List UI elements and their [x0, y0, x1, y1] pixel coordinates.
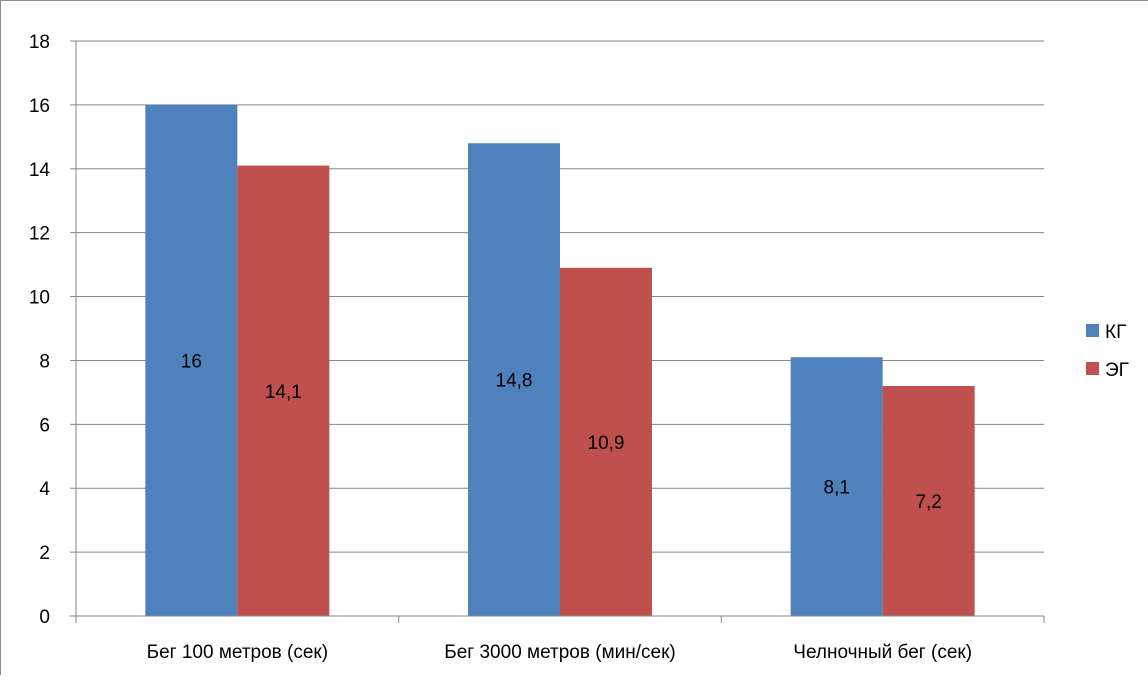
legend-label: ЭГ [1105, 360, 1129, 381]
y-tick-label: 4 [39, 479, 50, 500]
y-tick-label: 0 [39, 607, 50, 628]
y-tick-label: 8 [39, 351, 50, 372]
data-labels: 16 14,1 14,8 10,9 8,1 7,2 [181, 351, 942, 513]
data-label: 14,1 [265, 382, 302, 403]
data-label: 14,8 [496, 371, 533, 392]
y-tick-label: 18 [29, 32, 50, 53]
data-label: 7,2 [915, 492, 941, 513]
category-label: Бег 3000 метров (мин/сек) [444, 642, 675, 663]
axes [75, 41, 1045, 623]
y-tick-label: 6 [39, 415, 50, 436]
y-tick-label: 16 [29, 96, 50, 117]
bar-eg-0 [237, 165, 330, 617]
bar-kg-1 [468, 143, 560, 616]
bar-eg-2 [882, 386, 975, 616]
data-label: 10,9 [588, 433, 625, 454]
legend-swatch [1086, 324, 1099, 337]
bar-eg-1 [560, 267, 652, 616]
y-tick-label: 2 [39, 543, 50, 564]
y-tick-label: 12 [29, 224, 50, 245]
bars [145, 104, 975, 617]
category-labels: Бег 100 метров (сек) Бег 3000 метров (мин… [147, 642, 972, 663]
data-label: 8,1 [823, 478, 849, 499]
legend-label: КГ [1105, 322, 1126, 343]
y-tick-label: 14 [29, 160, 51, 181]
y-tick-labels: 0 2 4 6 8 10 12 14 16 18 [29, 32, 51, 628]
category-label: Бег 100 метров (сек) [147, 642, 328, 663]
legend: КГ ЭГ [1086, 322, 1129, 381]
bar-kg-2 [790, 357, 883, 616]
bar-kg-0 [145, 104, 238, 616]
category-label: Челночный бег (сек) [793, 642, 972, 663]
legend-swatch [1086, 362, 1099, 375]
data-label: 16 [181, 351, 202, 372]
y-tick-label: 10 [29, 288, 50, 309]
